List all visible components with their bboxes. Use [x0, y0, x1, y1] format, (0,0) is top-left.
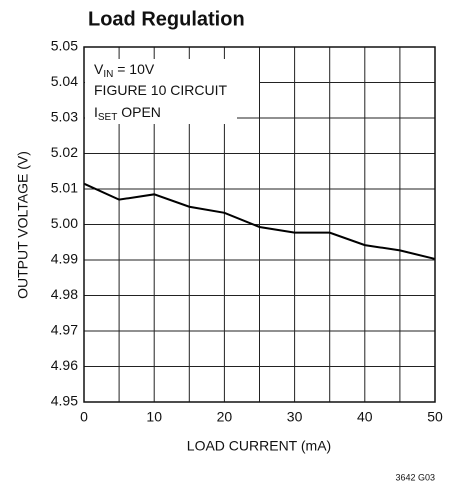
x-tick-label: 50: [427, 409, 443, 425]
y-tick-label: 5.02: [51, 144, 78, 160]
footnote: 3642 G03: [395, 472, 435, 482]
x-tick-label: 0: [80, 409, 88, 425]
plot-frame: [83, 46, 436, 403]
x-tick-label: 20: [217, 409, 233, 425]
data-line: [83, 182, 436, 260]
x-axis-label: LOAD CURRENT (mA): [187, 438, 331, 454]
y-tick-label: 4.96: [51, 357, 78, 373]
annotation-subscript: IN: [103, 69, 113, 80]
annotation-background: [85, 59, 235, 81]
chart-title: Load Regulation: [88, 8, 245, 30]
y-tick-label: 4.97: [51, 322, 78, 338]
annotation-background: [85, 102, 237, 124]
annotation: FIGURE 10 CIRCUIT: [94, 82, 227, 98]
annotation-text: I: [94, 104, 98, 120]
annotation-background: [85, 80, 259, 102]
y-tick-label: 4.95: [51, 393, 78, 409]
annotation-subscript: SET: [98, 112, 117, 123]
y-tick-label: 5.00: [51, 215, 78, 231]
annotation-text: FIGURE 10 CIRCUIT: [94, 82, 227, 98]
annotation: ISET OPEN: [94, 104, 161, 123]
annotation-text: OPEN: [117, 104, 161, 120]
y-tick-label: 5.01: [51, 180, 78, 196]
y-tick-label: 5.03: [51, 109, 78, 125]
annotation-text: V: [94, 61, 104, 77]
annotation: VIN = 10V: [94, 61, 155, 80]
y-tick-label: 5.05: [51, 38, 78, 54]
y-axis-label: OUTPUT VOLTAGE (V): [15, 151, 31, 299]
x-tick-label: 40: [357, 409, 373, 425]
y-tick-label: 4.99: [51, 251, 78, 267]
annotation-text: = 10V: [113, 61, 155, 77]
y-tick-label: 4.98: [51, 286, 78, 302]
y-tick-label: 5.04: [51, 73, 78, 89]
x-tick-label: 10: [146, 409, 162, 425]
x-tick-label: 30: [287, 409, 303, 425]
